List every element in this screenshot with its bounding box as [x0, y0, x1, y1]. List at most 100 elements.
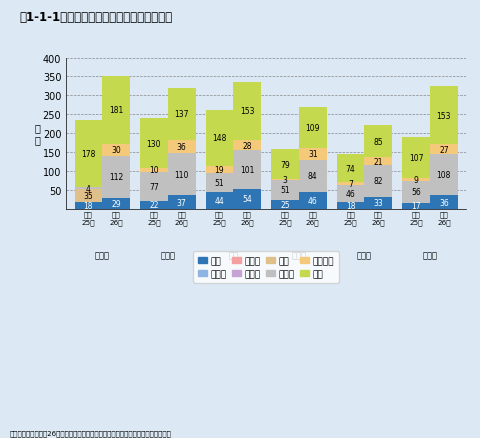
- Text: 22: 22: [149, 201, 158, 210]
- Text: 84: 84: [307, 172, 317, 181]
- Text: 112: 112: [109, 173, 123, 182]
- Text: 18: 18: [84, 201, 93, 211]
- Bar: [271, 181, 298, 200]
- Bar: [298, 192, 326, 209]
- Bar: [336, 155, 364, 183]
- Bar: [401, 182, 429, 203]
- Text: 33: 33: [372, 199, 383, 208]
- Text: 蒲生: 蒲生: [228, 251, 238, 260]
- Bar: [102, 77, 130, 145]
- Text: 46: 46: [345, 190, 355, 198]
- Text: 北上川: 北上川: [160, 251, 175, 260]
- Text: 46: 46: [307, 196, 317, 205]
- Bar: [336, 183, 364, 185]
- Text: 107: 107: [408, 154, 422, 163]
- Bar: [233, 151, 261, 189]
- Bar: [364, 126, 391, 158]
- Bar: [168, 195, 195, 209]
- Text: 19: 19: [214, 166, 224, 174]
- Text: 85: 85: [372, 138, 382, 147]
- Text: 153: 153: [436, 112, 450, 120]
- Text: 110: 110: [174, 170, 189, 179]
- Text: 137: 137: [174, 110, 189, 119]
- Text: 31: 31: [307, 150, 317, 159]
- Text: 36: 36: [177, 143, 186, 152]
- Text: 109: 109: [305, 124, 319, 133]
- Bar: [271, 200, 298, 209]
- Text: 図1-1-1　重点地区における出現種数の比較: 図1-1-1 重点地区における出現種数の比較: [19, 11, 172, 24]
- Bar: [233, 140, 261, 151]
- Bar: [140, 119, 168, 168]
- Bar: [168, 140, 195, 154]
- Bar: [364, 158, 391, 166]
- Bar: [429, 196, 457, 209]
- Bar: [298, 160, 326, 192]
- Text: 17: 17: [410, 202, 420, 211]
- Text: 178: 178: [81, 150, 96, 159]
- Bar: [401, 179, 429, 182]
- Bar: [140, 201, 168, 209]
- Text: 井土浦: 井土浦: [291, 251, 306, 260]
- Bar: [74, 188, 102, 190]
- Text: 56: 56: [410, 188, 420, 197]
- Text: 181: 181: [109, 106, 123, 115]
- Bar: [74, 190, 102, 203]
- Bar: [271, 150, 298, 180]
- Bar: [102, 145, 130, 156]
- Bar: [205, 193, 233, 209]
- Text: 30: 30: [111, 146, 121, 155]
- Text: 27: 27: [438, 145, 448, 155]
- Text: 28: 28: [242, 141, 252, 150]
- Bar: [205, 173, 233, 193]
- Text: 108: 108: [436, 171, 450, 180]
- Bar: [429, 145, 457, 155]
- Bar: [233, 82, 261, 140]
- Text: 35: 35: [84, 192, 93, 201]
- Bar: [168, 154, 195, 195]
- Text: 79: 79: [279, 160, 289, 169]
- Bar: [429, 87, 457, 145]
- Text: 29: 29: [111, 200, 120, 208]
- Bar: [336, 203, 364, 209]
- Bar: [102, 198, 130, 209]
- Text: 51: 51: [280, 186, 289, 195]
- Bar: [205, 166, 233, 173]
- Bar: [401, 138, 429, 179]
- Bar: [364, 166, 391, 197]
- Text: 54: 54: [242, 195, 252, 204]
- Bar: [298, 148, 326, 160]
- Legend: 鳥類, 両生類, 爬虫類, 哺乳類, 魚類, 昆虫類, 底生動物, 植物: 鳥類, 両生類, 爬虫類, 哺乳類, 魚類, 昆虫類, 底生動物, 植物: [193, 252, 338, 283]
- Text: 7: 7: [348, 180, 352, 188]
- Text: 10: 10: [149, 166, 158, 175]
- Bar: [102, 156, 130, 198]
- Bar: [336, 185, 364, 203]
- Bar: [233, 189, 261, 209]
- Text: 広浦南: 広浦南: [356, 251, 371, 260]
- Text: 44: 44: [214, 197, 224, 206]
- Text: 21: 21: [373, 158, 382, 166]
- Bar: [168, 88, 195, 140]
- Text: 153: 153: [240, 107, 254, 116]
- Text: 松川浦: 松川浦: [421, 251, 436, 260]
- Text: 36: 36: [438, 198, 448, 207]
- Bar: [140, 168, 168, 172]
- Text: 51: 51: [214, 179, 224, 188]
- Bar: [140, 172, 168, 201]
- Bar: [401, 203, 429, 209]
- Text: 148: 148: [212, 134, 226, 143]
- Bar: [74, 121, 102, 188]
- Text: 4: 4: [86, 184, 91, 193]
- Text: 25: 25: [280, 200, 289, 209]
- Text: 82: 82: [373, 177, 382, 186]
- Bar: [298, 107, 326, 148]
- Text: 74: 74: [345, 164, 355, 173]
- Text: 130: 130: [146, 139, 161, 148]
- Text: 18: 18: [345, 201, 355, 211]
- Bar: [364, 197, 391, 209]
- Bar: [74, 203, 102, 209]
- Text: 101: 101: [240, 166, 254, 174]
- Text: 3: 3: [282, 176, 287, 185]
- Bar: [271, 180, 298, 181]
- Bar: [205, 110, 233, 166]
- Bar: [429, 155, 457, 196]
